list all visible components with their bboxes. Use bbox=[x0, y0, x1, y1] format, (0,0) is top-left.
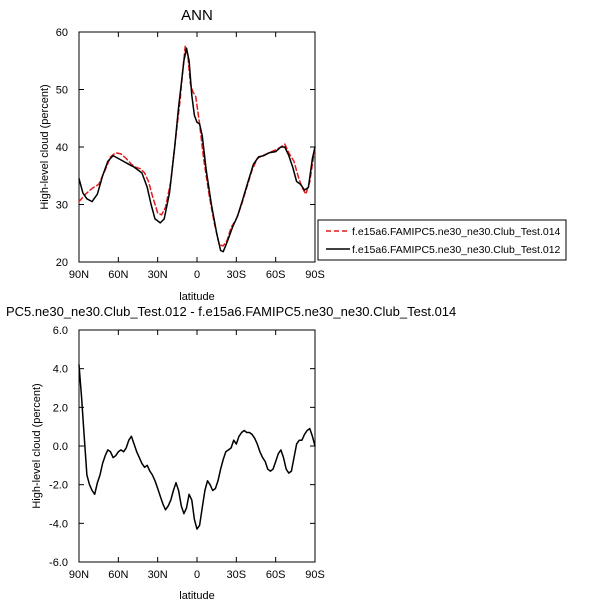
bottom-chart-y-tick-label: -6.0 bbox=[49, 557, 68, 569]
top-chart-y-ticks: 20 30 40 50 60 bbox=[56, 27, 315, 269]
bottom-chart-y-axis-label: High-level cloud (percent) bbox=[31, 383, 43, 508]
top-chart-series bbox=[78, 45, 316, 253]
bottom-chart-y-tick-label: 4.0 bbox=[53, 364, 68, 376]
bottom-chart-x-axis-label: latitude bbox=[179, 590, 214, 602]
top-chart-x-tick-label: 90N bbox=[69, 269, 89, 281]
top-chart-y-tick-label: 50 bbox=[56, 85, 68, 97]
bottom-chart-x-ticks: 90N 60N 30N 0 30S 60S 90S bbox=[69, 330, 325, 581]
top-chart-x-tick-label: 30N bbox=[148, 269, 168, 281]
top-chart-y-tick-label: 40 bbox=[56, 142, 68, 154]
legend: f.e15a6.FAMIPC5.ne30_ne30.Club_Test.014 … bbox=[317, 219, 567, 261]
bottom-chart-x-tick-label: 60N bbox=[108, 569, 128, 581]
top-chart-series-line-1 bbox=[78, 45, 316, 247]
top-chart-y-tick-label: 20 bbox=[56, 257, 68, 269]
bottom-chart-title: PC5.ne30_ne30.Club_Test.012 - f.e15a6.FA… bbox=[6, 304, 456, 319]
top-chart-x-axis-label: latitude bbox=[179, 291, 214, 303]
bottom-chart-y-ticks: -6.0 -4.0 -2.0 0.0 2.0 4.0 6.0 bbox=[49, 325, 315, 569]
top-chart-y-axis-label: High-level cloud (percent) bbox=[39, 84, 51, 209]
legend-box bbox=[317, 219, 567, 261]
bottom-chart-y-tick-label: -4.0 bbox=[49, 518, 68, 530]
top-chart-x-tick-label: 0 bbox=[194, 269, 200, 281]
bottom-chart-x-tick-label: 30S bbox=[227, 569, 247, 581]
bottom-chart-x-tick-label: 90N bbox=[69, 569, 89, 581]
top-chart-x-tick-label: 60S bbox=[266, 269, 286, 281]
top-chart-x-ticks: 90N 60N 30N 0 30S 60S 90S bbox=[69, 32, 325, 281]
bottom-chart-x-tick-label: 30N bbox=[148, 569, 168, 581]
top-chart-y-tick-label: 30 bbox=[56, 200, 68, 212]
bottom-chart-y-tick-label: -2.0 bbox=[49, 480, 68, 492]
bottom-chart-x-tick-label: 90S bbox=[305, 569, 325, 581]
bottom-chart-series bbox=[78, 364, 316, 530]
bottom-chart-y-tick-label: 2.0 bbox=[53, 402, 68, 414]
bottom-chart-series-line-1 bbox=[78, 364, 316, 530]
top-chart-series-line-2 bbox=[78, 47, 316, 253]
bottom-chart-y-tick-label: 0.0 bbox=[53, 441, 68, 453]
legend-label-series-1: f.e15a6.FAMIPC5.ne30_ne30.Club_Test.014 bbox=[352, 226, 561, 238]
bottom-chart: PC5.ne30_ne30.Club_Test.012 - f.e15a6.FA… bbox=[6, 304, 456, 602]
top-chart: ANN 90N 60N 30N 0 30S 60S 90S 20 30 40 50 60 latit… bbox=[39, 7, 325, 303]
bottom-chart-y-tick-label: 6.0 bbox=[53, 325, 68, 337]
top-chart-x-tick-label: 90S bbox=[305, 269, 325, 281]
top-chart-y-tick-label: 60 bbox=[56, 27, 68, 39]
legend-label-series-2: f.e15a6.FAMIPC5.ne30_ne30.Club_Test.012 bbox=[352, 244, 561, 256]
top-chart-title: ANN bbox=[181, 7, 213, 24]
bottom-chart-x-tick-label: 60S bbox=[266, 569, 286, 581]
top-chart-x-tick-label: 30S bbox=[227, 269, 247, 281]
top-chart-x-tick-label: 60N bbox=[108, 269, 128, 281]
bottom-chart-x-tick-label: 0 bbox=[194, 569, 200, 581]
